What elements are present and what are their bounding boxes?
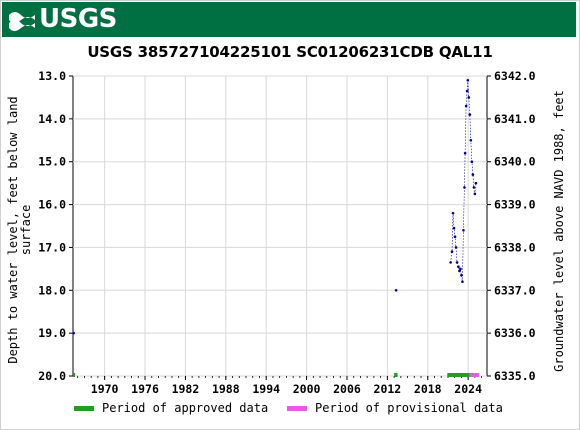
data-point — [452, 226, 456, 230]
x-tick-label: 2012 — [374, 382, 402, 396]
approved-period-bar — [73, 373, 76, 377]
usgs-logo[interactable]: USGS — [8, 5, 117, 34]
data-point — [460, 273, 463, 277]
data-point — [470, 160, 474, 164]
data-point — [474, 181, 478, 185]
y-left-tick-label: 16.0 — [38, 198, 66, 212]
x-tick-label: 1976 — [131, 382, 159, 396]
y-right-tick-label: 6338.0 — [494, 240, 536, 254]
data-point — [461, 280, 464, 284]
legend-provisional-label: Period of provisional data — [315, 401, 503, 415]
data-point — [469, 138, 473, 142]
data-point — [462, 228, 465, 232]
y-right-tick-label: 6337.0 — [494, 283, 536, 297]
y-right-tick-label: 6342.0 — [494, 69, 536, 83]
approved-period-bar — [394, 373, 398, 377]
provisional-period-bar — [469, 373, 479, 377]
x-tick-label: 1982 — [172, 382, 200, 396]
legend-approved: Period of approved data — [74, 401, 268, 415]
y-axis-left-label-line1: Depth to water level, feet below land — [6, 96, 20, 363]
y-right-tick-label: 6341.0 — [494, 112, 536, 126]
data-point — [466, 78, 470, 82]
y-right-tick-label: 6335.0 — [494, 369, 536, 383]
y-left-tick-label: 15.0 — [38, 155, 66, 169]
data-point — [464, 104, 468, 108]
y-left-tick-label: 20.0 — [38, 369, 66, 383]
usgs-banner: USGS — [2, 2, 576, 37]
period-bars — [73, 373, 479, 377]
legend-provisional: Period of provisional data — [287, 401, 503, 415]
data-point — [473, 192, 477, 196]
y-right-tick-label: 6336.0 — [494, 326, 536, 340]
data-point — [467, 96, 471, 99]
data-point — [457, 265, 460, 269]
x-tick-label: 1994 — [252, 382, 280, 396]
plot-area — [72, 75, 488, 377]
data-point — [451, 211, 455, 215]
y-axis-right-label: Groundwater level above NAVD 1988, feet — [552, 90, 566, 372]
y-left-tick-label: 19.0 — [38, 326, 66, 340]
x-tick-label: 2000 — [293, 382, 321, 396]
legend-provisional-swatch — [287, 405, 307, 411]
y-left-tick-label: 14.0 — [38, 112, 66, 126]
y-left-tick-label: 18.0 — [38, 283, 66, 297]
x-tick-label: 1988 — [212, 382, 240, 396]
data-point — [472, 186, 476, 189]
x-tick-label: 2018 — [414, 382, 442, 396]
data-point — [394, 288, 398, 292]
data-point — [455, 261, 459, 264]
series-line — [450, 80, 477, 282]
data-point — [463, 151, 467, 155]
axis-ticks: 1970 1976 1982 1988 1994 2000 2006 2012 2018 2024… — [38, 69, 535, 396]
data-point — [471, 173, 475, 176]
data-point — [458, 269, 461, 273]
usgs-wave-icon — [9, 11, 35, 31]
data-point — [450, 250, 454, 254]
data-point — [454, 246, 458, 249]
y-left-tick-label: 13.0 — [38, 69, 66, 83]
y-axis-left-label-line2: surface — [19, 205, 33, 256]
data-point — [468, 113, 472, 116]
legend-approved-label: Period of approved data — [102, 401, 269, 415]
data-points — [72, 78, 478, 335]
x-tick-label: 2006 — [333, 382, 361, 396]
grid — [73, 75, 487, 377]
approved-period-bar — [447, 373, 470, 377]
data-point — [72, 331, 75, 335]
y-left-tick-label: 17.0 — [38, 240, 66, 254]
data-point — [465, 89, 469, 93]
usgs-logo-text: USGS — [39, 4, 117, 34]
y-right-tick-label: 6339.0 — [494, 198, 536, 212]
data-point — [459, 267, 462, 271]
y-right-tick-label: 6340.0 — [494, 155, 536, 169]
chart-title: USGS 385727104225101 SC01206231CDB QAL11 — [87, 43, 493, 61]
data-point — [449, 261, 452, 264]
x-tick-label: 2024 — [454, 382, 482, 396]
legend-approved-swatch — [74, 405, 94, 411]
data-point — [453, 235, 457, 239]
x-tick-label: 1970 — [91, 382, 119, 396]
data-point — [463, 186, 466, 189]
